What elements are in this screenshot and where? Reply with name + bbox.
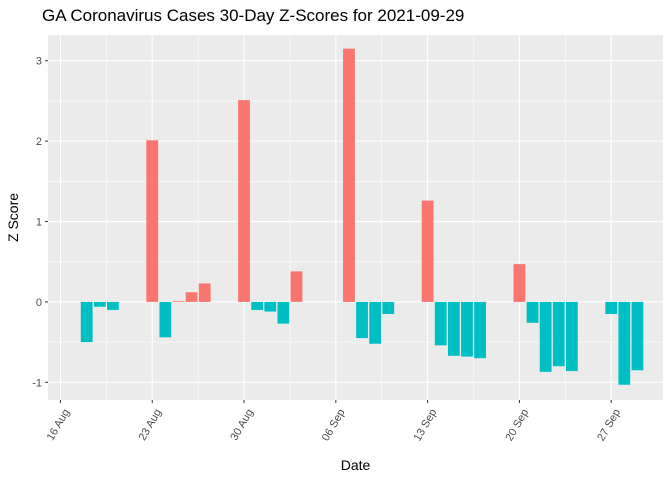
bar-2021-09-01 (264, 301, 277, 312)
bar-2021-08-24 (159, 301, 172, 338)
y-tick-label: 2 (36, 136, 42, 148)
bar-2021-09-21 (526, 301, 539, 323)
bar-2021-08-23 (146, 140, 159, 302)
bar-2021-09-20 (513, 264, 526, 302)
bar-2021-09-16 (461, 301, 473, 357)
bar-2021-09-27 (605, 301, 618, 314)
bar-2021-09-23 (552, 301, 565, 367)
bar-2021-09-17 (474, 301, 486, 359)
bar-2021-09-13 (421, 200, 434, 302)
bar-2021-08-30 (238, 100, 250, 302)
x-tick-label: 06 Sep (320, 407, 348, 443)
bar-2021-09-10 (382, 301, 395, 314)
bar-2021-08-27 (198, 283, 211, 302)
bar-2021-08-31 (251, 301, 264, 310)
bar-2021-09-03 (290, 271, 303, 302)
bar-2021-09-14 (434, 301, 447, 346)
y-axis-title: Z Score (5, 193, 21, 242)
x-tick-label: 23 Aug (137, 407, 165, 443)
bars (80, 48, 644, 385)
x-tick-label: 16 Aug (45, 407, 73, 443)
bar-2021-08-19 (93, 301, 106, 307)
bar-2021-09-09 (369, 301, 382, 344)
y-tick-label: 1 (36, 217, 42, 229)
bar-2021-09-15 (447, 301, 460, 356)
y-tick-label: -1 (32, 377, 42, 389)
x-tick-label: 13 Sep (412, 407, 440, 443)
x-tick-label: 30 Aug (228, 407, 256, 443)
bar-2021-09-28 (618, 301, 631, 385)
bar-2021-08-20 (107, 301, 119, 310)
bar-2021-09-22 (539, 301, 552, 372)
x-tick-label: 27 Sep (595, 407, 623, 443)
bar-2021-09-24 (565, 301, 578, 372)
x-tick-label: 20 Sep (503, 407, 531, 443)
x-axis-title: Date (341, 457, 371, 473)
bar-2021-08-25 (172, 301, 185, 302)
bar-2021-09-02 (277, 301, 290, 324)
bar-2021-09-07 (343, 48, 355, 302)
bar-2021-09-08 (356, 301, 368, 339)
bar-2021-09-29 (631, 301, 644, 371)
bar-2021-08-18 (80, 301, 93, 343)
bar-2021-08-26 (185, 292, 198, 302)
y-tick-label: 0 (36, 297, 42, 309)
chart-title: GA Coronavirus Cases 30-Day Z-Scores for… (42, 6, 465, 25)
y-tick-label: 3 (36, 56, 42, 68)
